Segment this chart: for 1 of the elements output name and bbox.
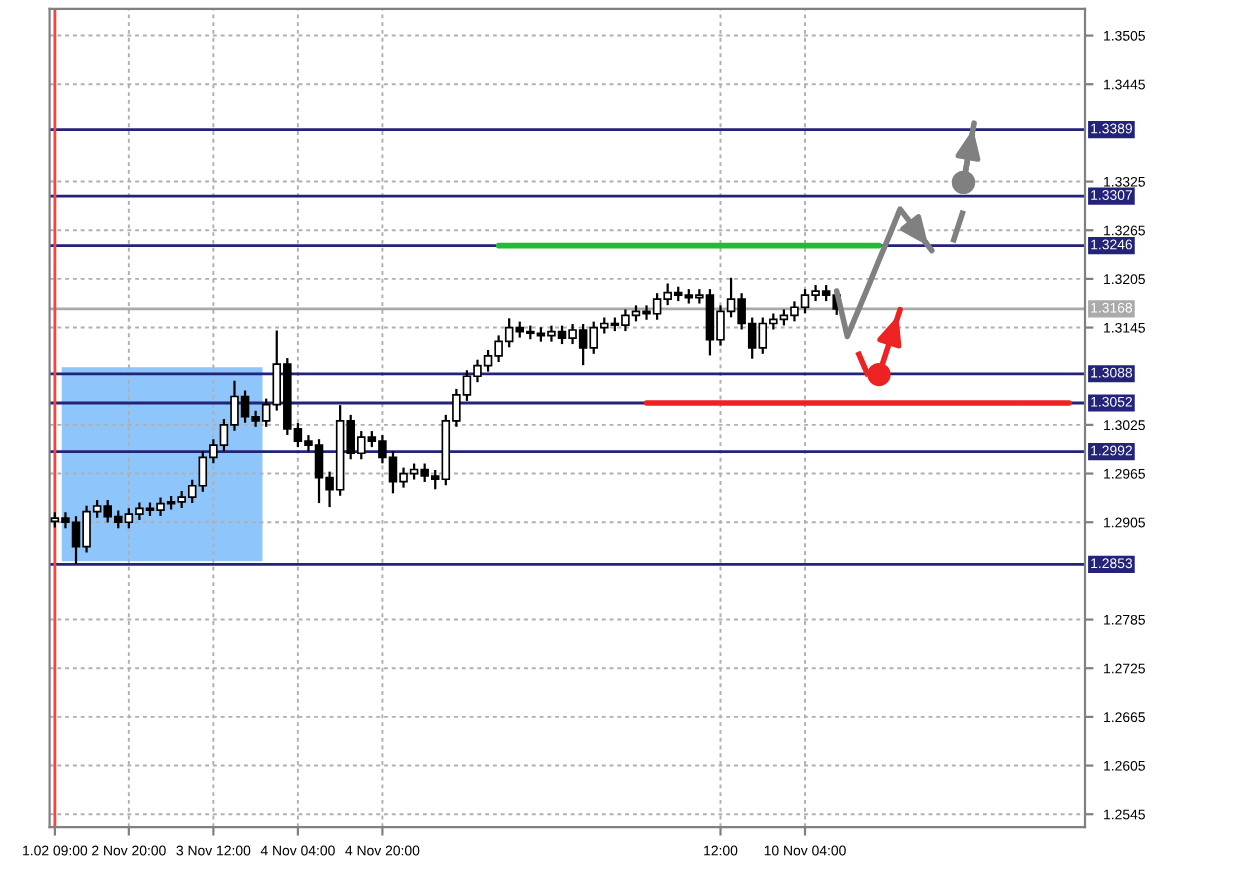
line-series: [833, 206, 935, 340]
